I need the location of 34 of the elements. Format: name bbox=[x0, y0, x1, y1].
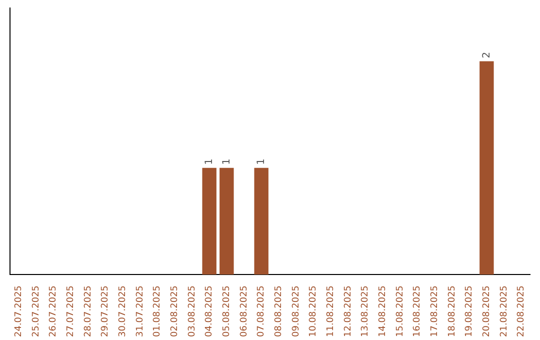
x-tick-label: 22.08.2025 bbox=[516, 285, 527, 337]
x-tick-label: 12.08.2025 bbox=[343, 285, 354, 337]
x-tick-label: 24.07.2025 bbox=[14, 285, 24, 337]
x-tick-label: 03.08.2025 bbox=[187, 285, 198, 337]
x-tick-label: 01.08.2025 bbox=[152, 285, 163, 337]
x-tick-label: 20.08.2025 bbox=[482, 285, 492, 337]
x-tick-label: 25.07.2025 bbox=[31, 285, 42, 337]
x-tick-label: 21.08.2025 bbox=[499, 285, 510, 337]
x-tick-label: 31.07.2025 bbox=[135, 285, 146, 337]
x-tick-label: 30.07.2025 bbox=[118, 285, 128, 337]
x-tick-label: 28.07.2025 bbox=[83, 285, 94, 337]
data-label: 1 bbox=[204, 158, 215, 165]
x-tick-label: 09.08.2025 bbox=[291, 285, 302, 337]
x-tick-label: 14.08.2025 bbox=[378, 285, 388, 337]
x-tick-label: 16.08.2025 bbox=[412, 285, 423, 337]
x-tick-label: 11.08.2025 bbox=[326, 285, 336, 337]
x-tick-label: 15.08.2025 bbox=[395, 285, 406, 337]
x-tick-label: 10.08.2025 bbox=[308, 285, 319, 337]
data-label: 1 bbox=[221, 158, 232, 165]
x-tick-label: 07.08.2025 bbox=[256, 285, 267, 337]
x-tick-label: 02.08.2025 bbox=[170, 285, 180, 337]
x-tick-label: 29.07.2025 bbox=[100, 285, 111, 337]
x-tick-label: 06.08.2025 bbox=[239, 285, 250, 337]
x-tick-label: 27.07.2025 bbox=[66, 285, 76, 337]
x-tick-label: 17.08.2025 bbox=[430, 285, 440, 337]
x-tick-label: 19.08.2025 bbox=[464, 285, 475, 337]
x-tick-label: 18.08.2025 bbox=[447, 285, 458, 337]
x-tick-label: 04.08.2025 bbox=[204, 285, 215, 337]
data-label: 2 bbox=[481, 52, 492, 58]
x-tick-label: 26.07.2025 bbox=[48, 285, 59, 337]
x-tick-label: 08.08.2025 bbox=[274, 285, 284, 337]
data-label: 1 bbox=[256, 158, 267, 165]
x-tick-label: 05.08.2025 bbox=[222, 285, 232, 337]
x-tick-label: 13.08.2025 bbox=[360, 285, 371, 337]
